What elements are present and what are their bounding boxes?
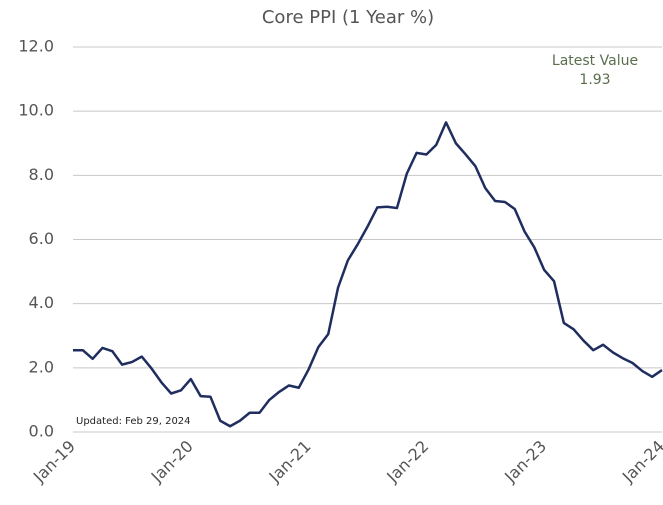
annotation: Latest Value [552,53,638,69]
annotation: 1.93 [579,72,610,88]
x-tick-label: Jan-23 [500,437,550,487]
chart-title: Core PPI (1 Year %) [262,7,434,28]
y-tick-label: 0.0 [29,422,54,441]
x-tick-label: Jan-21 [265,437,315,487]
x-tick-label: Jan-22 [382,437,432,487]
y-tick-label: 8.0 [29,165,54,184]
annotation: Updated: Feb 29, 2024 [76,416,191,427]
x-tick-label: Jan-20 [147,437,197,487]
x-tick-label: Jan-19 [29,437,79,487]
y-tick-label: 12.0 [18,37,54,56]
y-tick-label: 6.0 [29,229,54,248]
y-tick-label: 4.0 [29,293,54,312]
x-tick-label: Jan-24 [618,437,663,487]
y-tick-label: 2.0 [29,357,54,376]
y-tick-label: 10.0 [18,101,54,120]
line [73,121,663,428]
